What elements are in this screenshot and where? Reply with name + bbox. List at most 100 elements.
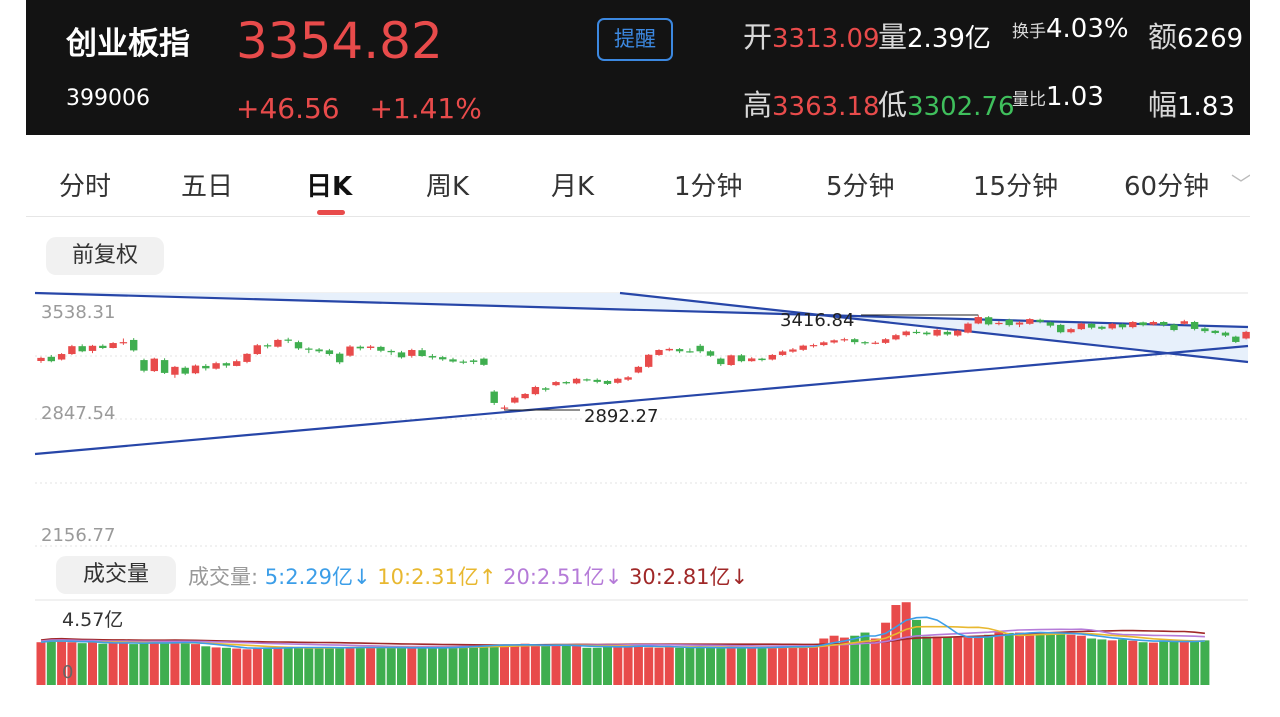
tab-weekly-k[interactable]: 周K	[426, 172, 470, 202]
amplitude-stat: 幅1.83	[1148, 88, 1235, 122]
volume-bar	[716, 648, 726, 685]
candle	[923, 332, 931, 335]
volume-bar	[304, 647, 314, 685]
volume-bar	[963, 637, 973, 685]
volume-bar	[252, 647, 262, 685]
volume-bar	[46, 639, 56, 685]
volume-bar	[263, 647, 273, 685]
candle	[1026, 319, 1034, 324]
volume-bar	[170, 642, 180, 685]
candle	[645, 354, 653, 367]
candle	[305, 348, 313, 350]
change-percent: +1.41%	[369, 92, 482, 125]
volume-bar	[1066, 634, 1076, 685]
volume-bar	[1035, 631, 1045, 685]
right-edge	[1250, 0, 1280, 717]
volume-bar	[324, 647, 334, 685]
remind-button[interactable]: 提醒	[597, 18, 673, 61]
candle	[1160, 321, 1168, 325]
chevron-down-icon[interactable]: ﹀	[1231, 172, 1251, 196]
volume-bar	[180, 642, 190, 685]
candle	[243, 353, 251, 362]
tab-60-minute[interactable]: 60分钟	[1124, 172, 1210, 202]
volume-bar	[118, 642, 128, 685]
volume-bar	[345, 647, 355, 685]
volume-bar	[870, 638, 880, 685]
volume-ma30: 30:2.81亿↓	[628, 565, 749, 589]
candle	[1139, 322, 1147, 326]
volume-bar	[469, 645, 479, 685]
volume-bar	[108, 642, 118, 685]
volume-indicator-button[interactable]: 成交量	[56, 556, 176, 594]
tab-five-day[interactable]: 五日	[181, 172, 234, 202]
candle	[263, 345, 272, 347]
candle	[150, 358, 158, 372]
active-tab-indicator	[317, 210, 345, 215]
volume-bar	[582, 647, 592, 685]
volume-bar	[1056, 633, 1066, 685]
candle	[181, 367, 189, 374]
price-change: +46.56 +1.41%	[236, 92, 482, 125]
current-price: 3354.82	[236, 12, 443, 70]
candle	[1201, 328, 1209, 332]
volume-bar	[633, 645, 643, 685]
candle	[954, 330, 962, 336]
candle	[490, 391, 498, 403]
candle	[892, 335, 900, 340]
candle	[902, 331, 910, 336]
volume-bar	[57, 640, 67, 685]
tab-monthly-k[interactable]: 月K	[551, 172, 595, 202]
amount-stat: 额6269	[1148, 20, 1244, 54]
volume-bar	[458, 645, 468, 685]
volume-bar	[912, 619, 921, 685]
candle	[964, 323, 972, 333]
volume-bar	[201, 646, 211, 685]
candle	[1098, 326, 1106, 329]
volume-bar	[850, 635, 860, 685]
candle	[603, 380, 612, 384]
volume-bar	[901, 602, 911, 685]
rising-support-line	[34, 344, 1249, 456]
volume-bar	[778, 646, 788, 685]
candle	[1170, 324, 1178, 331]
candle	[397, 352, 406, 358]
volume-bar	[953, 637, 963, 685]
volume-ma20-line	[40, 628, 1205, 648]
volume-bar	[798, 647, 808, 685]
volume-zero-label: 0	[62, 662, 73, 683]
change-value: +46.56	[236, 92, 340, 125]
candle	[727, 355, 735, 366]
candle	[212, 363, 220, 369]
tab-15-minute[interactable]: 15分钟	[973, 172, 1059, 202]
volume-bar	[417, 647, 427, 685]
candle	[1221, 332, 1230, 336]
price-adjust-button[interactable]: 前复权	[46, 237, 164, 275]
candle	[47, 356, 55, 362]
volume-bar	[767, 646, 777, 685]
index-name: 创业板指	[66, 26, 190, 62]
tab-1-minute[interactable]: 1分钟	[674, 172, 743, 202]
candle	[851, 339, 859, 343]
volume-bar	[1118, 639, 1127, 685]
volume-legend-title: 成交量:	[188, 565, 259, 589]
volume-bar	[1025, 633, 1035, 685]
candle	[325, 350, 334, 355]
candle	[37, 357, 45, 361]
candle	[1211, 330, 1219, 333]
volume-bar	[747, 647, 757, 685]
quote-header: 创业板指 399006 3354.82 +46.56 +1.41% 提醒 开33…	[26, 0, 1250, 135]
candle	[840, 339, 849, 341]
volume-bar	[530, 645, 540, 685]
tab-intraday[interactable]: 分时	[59, 172, 112, 202]
tab-daily-k[interactable]: 日K	[306, 172, 353, 202]
candle	[418, 350, 426, 357]
volume-bar	[427, 647, 437, 685]
candle	[634, 366, 643, 373]
candle	[356, 346, 364, 349]
tab-5-minute[interactable]: 5分钟	[826, 172, 895, 202]
volume-bar	[1087, 638, 1097, 685]
candle	[912, 331, 921, 334]
candle	[820, 342, 828, 346]
volume-bar	[191, 644, 200, 685]
